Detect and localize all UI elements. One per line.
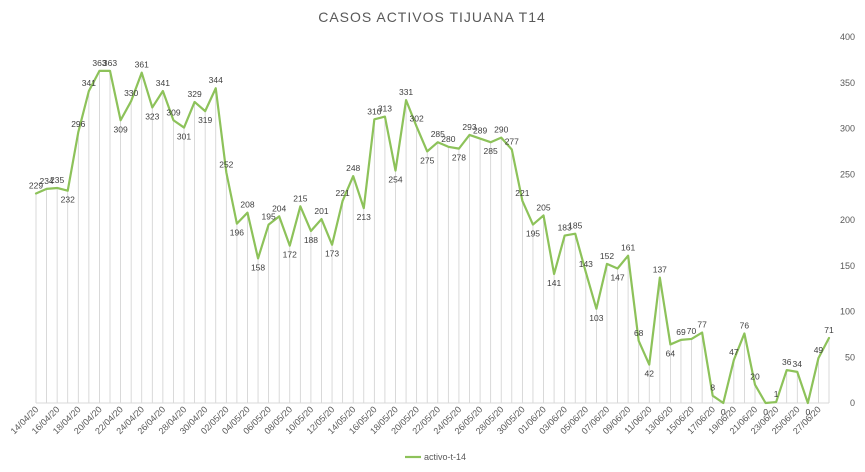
data-label: 42	[645, 369, 655, 379]
data-label: 0	[805, 407, 810, 417]
data-label: 152	[600, 251, 614, 261]
data-label: 234	[39, 176, 53, 186]
data-label: 221	[336, 188, 350, 198]
data-label: 290	[494, 125, 508, 135]
data-labels: 2292342352322963413633633093303613233413…	[29, 58, 834, 417]
data-label: 70	[687, 326, 697, 336]
data-label: 313	[378, 104, 392, 114]
data-label: 289	[473, 126, 487, 136]
data-label: 329	[188, 89, 202, 99]
data-label: 319	[198, 115, 212, 125]
data-label: 232	[61, 195, 75, 205]
drop-lines	[35, 70, 830, 403]
data-label: 188	[304, 235, 318, 245]
data-label: 361	[135, 60, 149, 70]
data-label: 208	[240, 200, 254, 210]
data-label: 235	[50, 175, 64, 185]
data-label: 195	[526, 229, 540, 239]
data-label: 323	[145, 111, 159, 121]
data-label: 205	[536, 202, 550, 212]
data-label: 103	[589, 313, 603, 323]
data-label: 196	[230, 228, 244, 238]
data-label: 34	[793, 359, 803, 369]
data-label: 173	[325, 249, 339, 259]
data-label: 363	[103, 58, 117, 68]
data-label: 158	[251, 262, 265, 272]
data-label: 69	[676, 327, 686, 337]
x-axis: 14/04/2016/04/2018/04/2020/04/2022/04/20…	[9, 402, 829, 436]
data-label: 302	[410, 114, 424, 124]
data-label: 363	[92, 58, 106, 68]
y-axis: 0 50 100 150 200 250 300 350 400	[840, 32, 855, 408]
data-label: 36	[782, 357, 792, 367]
data-label: 296	[71, 119, 85, 129]
data-label: 277	[505, 137, 519, 147]
data-label: 275	[420, 155, 434, 165]
data-label: 293	[462, 122, 476, 132]
data-label: 172	[283, 250, 297, 260]
data-label: 195	[262, 212, 276, 222]
data-label: 309	[113, 124, 127, 134]
y-tick-label: 400	[840, 32, 855, 42]
data-label: 301	[177, 132, 191, 142]
data-label: 201	[314, 206, 328, 216]
data-label: 185	[568, 221, 582, 231]
y-tick-label: 0	[850, 398, 855, 408]
data-label: 141	[547, 278, 561, 288]
data-label: 285	[431, 129, 445, 139]
data-label: 213	[357, 212, 371, 222]
y-tick-label: 50	[845, 352, 855, 362]
data-label: 64	[666, 348, 676, 358]
data-label: 309	[166, 107, 180, 117]
data-label: 215	[293, 193, 307, 203]
legend: activo-t-14	[405, 452, 466, 462]
data-label: 204	[272, 203, 286, 213]
y-tick-label: 200	[840, 215, 855, 225]
data-label: 331	[399, 87, 413, 97]
data-label: 280	[441, 134, 455, 144]
data-label: 0	[721, 407, 726, 417]
data-label: 8	[710, 383, 715, 393]
data-label: 330	[124, 88, 138, 98]
y-tick-label: 250	[840, 169, 855, 179]
data-label: 229	[29, 180, 43, 190]
chart-title: CASOS ACTIVOS TIJUANA T14	[318, 9, 546, 25]
data-label: 221	[515, 188, 529, 198]
data-label: 0	[763, 407, 768, 417]
data-label: 76	[740, 320, 750, 330]
data-label: 147	[610, 272, 624, 282]
data-label: 161	[621, 243, 635, 253]
legend-label: activo-t-14	[424, 452, 466, 462]
series-line	[34, 69, 831, 405]
data-label: 47	[729, 347, 739, 357]
data-label: 49	[814, 345, 824, 355]
data-label: 254	[388, 175, 402, 185]
data-label: 341	[82, 78, 96, 88]
data-label: 71	[824, 325, 834, 335]
data-label: 252	[219, 159, 233, 169]
data-label: 68	[634, 328, 644, 338]
y-tick-label: 150	[840, 261, 855, 271]
y-tick-label: 350	[840, 78, 855, 88]
data-label: 137	[653, 265, 667, 275]
data-label: 344	[209, 75, 223, 85]
y-tick-label: 300	[840, 124, 855, 134]
data-label: 248	[346, 163, 360, 173]
data-label: 143	[579, 259, 593, 269]
data-label: 20	[750, 372, 760, 382]
data-label: 341	[156, 78, 170, 88]
data-label: 278	[452, 153, 466, 163]
data-label: 285	[484, 146, 498, 156]
data-label: 310	[367, 106, 381, 116]
data-label: 77	[697, 320, 707, 330]
data-label: 183	[558, 223, 572, 233]
data-label: 1	[774, 389, 779, 399]
y-tick-label: 100	[840, 307, 855, 317]
